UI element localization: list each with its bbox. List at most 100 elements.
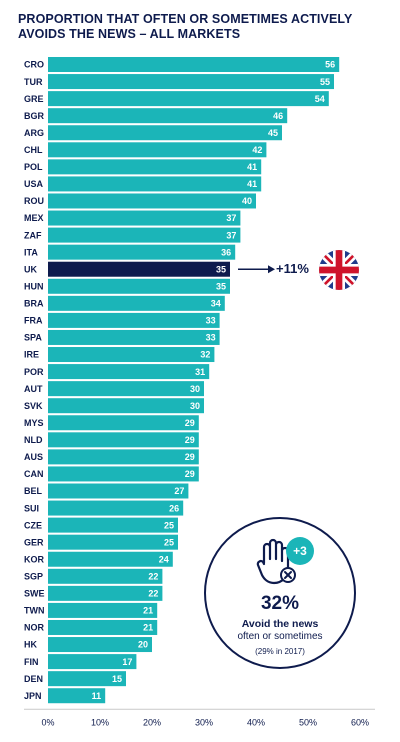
value-label-den: 15 bbox=[112, 674, 122, 684]
category-label-fra: FRA bbox=[24, 316, 43, 326]
chart-title-line1: PROPORTION THAT OFTEN OR SOMETIMES ACTIV… bbox=[18, 12, 353, 26]
bar-ger bbox=[48, 534, 178, 550]
bar-nld bbox=[48, 432, 199, 448]
bar-spa bbox=[48, 329, 220, 345]
x-tick-label: 0% bbox=[41, 717, 54, 727]
bar-ire bbox=[48, 347, 215, 363]
callout-percentage: 32% bbox=[260, 593, 300, 614]
bar-mys bbox=[48, 415, 199, 431]
value-label-cro: 56 bbox=[325, 60, 335, 70]
value-label-por: 31 bbox=[195, 367, 205, 377]
bar-aut bbox=[48, 381, 204, 397]
category-label-gre: GRE bbox=[24, 94, 44, 104]
category-label-hun: HUN bbox=[24, 281, 44, 291]
bar-jpn bbox=[48, 688, 106, 704]
value-label-usa: 41 bbox=[247, 179, 257, 189]
value-label-gre: 54 bbox=[315, 94, 325, 104]
x-tick-label: 50% bbox=[299, 717, 317, 727]
value-label-bgr: 46 bbox=[273, 111, 283, 121]
x-tick-label: 40% bbox=[247, 717, 265, 727]
category-label-chl: CHL bbox=[24, 145, 43, 155]
value-label-bel: 27 bbox=[174, 486, 184, 496]
bar-zaf bbox=[48, 227, 241, 243]
bar-sgp bbox=[48, 568, 163, 584]
bar-twn bbox=[48, 602, 158, 618]
value-label-ger: 25 bbox=[164, 537, 174, 547]
category-label-usa: USA bbox=[24, 179, 44, 189]
bar-usa bbox=[48, 176, 262, 192]
bar-hk bbox=[48, 637, 152, 653]
uk-arrow-head bbox=[268, 265, 275, 274]
value-label-fra: 33 bbox=[206, 316, 216, 326]
value-label-chl: 42 bbox=[252, 145, 262, 155]
bar-tur bbox=[48, 74, 334, 90]
hand-stop-icon bbox=[256, 538, 296, 585]
category-label-cro: CRO bbox=[24, 60, 44, 70]
bar-den bbox=[48, 671, 126, 687]
category-label-svk: SVK bbox=[24, 401, 43, 411]
bar-mex bbox=[48, 210, 241, 226]
x-tick-label: 30% bbox=[195, 717, 213, 727]
category-label-pol: POL bbox=[24, 162, 43, 172]
bar-gre bbox=[48, 91, 329, 107]
category-label-spa: SPA bbox=[24, 333, 42, 343]
value-label-spa: 33 bbox=[206, 333, 216, 343]
category-label-can: CAN bbox=[24, 469, 44, 479]
callout-line2: often or sometimes bbox=[237, 631, 323, 642]
category-label-ita: ITA bbox=[24, 247, 38, 257]
callout-line1: Avoid the news bbox=[241, 618, 319, 630]
bar-cro bbox=[48, 57, 340, 72]
bar-svk bbox=[48, 398, 204, 414]
value-label-ire: 32 bbox=[200, 350, 210, 360]
value-label-aus: 29 bbox=[185, 452, 195, 462]
bar-pol bbox=[48, 159, 262, 175]
value-label-hun: 35 bbox=[216, 281, 226, 291]
category-label-uk: UK bbox=[24, 264, 37, 274]
category-label-sgp: SGP bbox=[24, 572, 43, 582]
bar-bra bbox=[48, 295, 225, 311]
value-label-swe: 22 bbox=[148, 589, 158, 599]
category-label-bgr: BGR bbox=[24, 111, 45, 121]
chart-title: PROPORTION THAT OFTEN OR SOMETIMES ACTIV… bbox=[18, 12, 388, 42]
bar-chl bbox=[48, 142, 267, 158]
bar-bgr bbox=[48, 108, 288, 124]
bar-aus bbox=[48, 449, 199, 465]
change-badge: +3 bbox=[286, 537, 314, 565]
value-label-aut: 30 bbox=[190, 384, 200, 394]
category-label-kor: KOR bbox=[24, 554, 45, 564]
value-label-fin: 17 bbox=[122, 657, 132, 667]
value-label-twn: 21 bbox=[143, 606, 153, 616]
bar-ita bbox=[48, 244, 236, 260]
bar-por bbox=[48, 364, 210, 380]
bar-fra bbox=[48, 312, 220, 328]
callout-line3: (29% in 2017) bbox=[255, 647, 305, 656]
uk-flag-icon bbox=[319, 250, 359, 290]
bar-kor bbox=[48, 551, 173, 567]
bar-arg bbox=[48, 125, 282, 141]
value-label-mys: 29 bbox=[185, 418, 195, 428]
bar-bel bbox=[48, 483, 189, 499]
value-label-rou: 40 bbox=[242, 196, 252, 206]
category-label-bel: BEL bbox=[24, 486, 43, 496]
category-label-mys: MYS bbox=[24, 418, 44, 428]
value-label-nld: 29 bbox=[185, 435, 195, 445]
category-label-aut: AUT bbox=[24, 384, 43, 394]
bar-sui bbox=[48, 500, 184, 516]
category-label-aus: AUS bbox=[24, 452, 43, 462]
bar-hun bbox=[48, 278, 230, 294]
category-label-jpn: JPN bbox=[24, 691, 42, 701]
category-label-rou: ROU bbox=[24, 196, 44, 206]
category-label-fin: FIN bbox=[24, 657, 39, 667]
bar-uk bbox=[48, 261, 230, 277]
bar-cze bbox=[48, 517, 178, 533]
value-label-uk: 35 bbox=[216, 264, 226, 274]
category-label-nld: NLD bbox=[24, 435, 43, 445]
category-label-ger: GER bbox=[24, 537, 44, 547]
value-label-hk: 20 bbox=[138, 640, 148, 650]
category-label-arg: ARG bbox=[24, 128, 44, 138]
value-label-jpn: 11 bbox=[92, 691, 102, 701]
x-tick-label: 60% bbox=[351, 717, 369, 727]
value-label-svk: 30 bbox=[190, 401, 200, 411]
chart-title-line2: AVOIDS THE NEWS – ALL MARKETS bbox=[18, 27, 241, 41]
category-label-sui: SUI bbox=[24, 503, 39, 513]
